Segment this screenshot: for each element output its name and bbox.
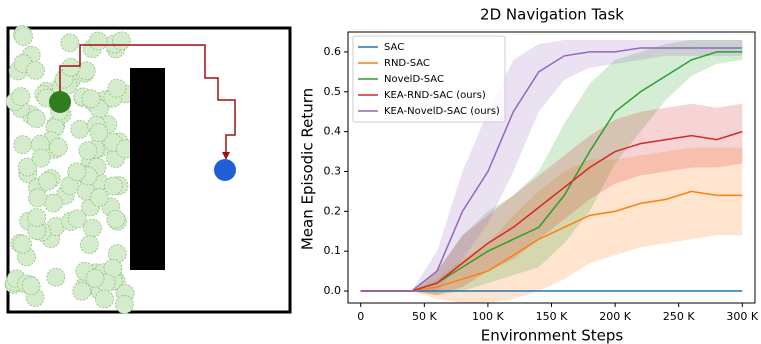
environment-objects	[49, 44, 236, 270]
obstacle	[13, 135, 33, 155]
obstacle	[88, 31, 108, 51]
obstacle	[114, 295, 134, 314]
obstacle	[21, 276, 41, 296]
y-tick-label: 0.2	[324, 204, 342, 217]
obstacle	[103, 176, 123, 196]
obstacle	[13, 234, 32, 254]
obstacle	[80, 235, 99, 255]
obstacle	[28, 188, 47, 208]
obstacle	[31, 148, 51, 168]
plot-frame	[347, 31, 756, 304]
obstacle	[49, 137, 68, 157]
y-tick-label: 0.3	[324, 164, 342, 177]
obstacle	[27, 208, 47, 227]
obstacle	[17, 157, 37, 177]
band	[360, 147, 743, 303]
obstacle	[83, 218, 102, 238]
obstacle	[85, 268, 105, 288]
obstacle	[26, 109, 46, 129]
x-tick-label: 300 K	[726, 310, 758, 323]
obstacle	[61, 57, 81, 77]
x-tick-label: 250 K	[663, 310, 695, 323]
x-tick-label: 0	[357, 310, 364, 323]
legend-box	[352, 35, 506, 123]
trajectory	[59, 44, 236, 158]
y-tick-label: 0.0	[324, 284, 342, 297]
obstacle	[89, 188, 109, 207]
obstacle	[67, 162, 87, 182]
wall	[130, 68, 165, 270]
band	[360, 103, 743, 296]
arrow-head	[222, 152, 230, 160]
legend-label: SAC	[384, 42, 404, 53]
y-tick-label: 0.6	[324, 45, 342, 58]
agent-start	[49, 91, 71, 113]
goal	[214, 159, 236, 181]
x-tick-label: 200 K	[599, 310, 631, 323]
obstacle	[43, 193, 63, 213]
series-line	[360, 130, 743, 292]
series-line	[360, 47, 743, 292]
obstacle	[70, 119, 90, 139]
obstacle	[46, 267, 66, 287]
x-axis-label: Environment Steps	[481, 327, 624, 344]
obstacle	[60, 33, 80, 53]
legend-label: KEA-NovelD-SAC (ours)	[384, 106, 500, 117]
obstacle	[26, 60, 45, 80]
obstacle	[78, 141, 98, 161]
y-tick-label: 0.4	[324, 125, 342, 138]
obstacle	[81, 89, 101, 109]
obstacle	[95, 289, 114, 309]
y-tick-label: 0.1	[324, 244, 342, 257]
y-tick-label: 0.5	[324, 85, 342, 98]
legend-label: NovelD-SAC	[384, 74, 444, 85]
band	[360, 39, 743, 296]
obstacle	[89, 123, 109, 142]
legend-label: KEA-RND-SAC (ours)	[384, 90, 486, 101]
x-tick-label: 150 K	[536, 310, 568, 323]
obstacle	[38, 171, 57, 191]
x-tick-label: 100 K	[472, 310, 504, 323]
x-tick-label: 50 K	[412, 310, 437, 323]
chart-title: 2D Navigation Task	[480, 6, 624, 24]
obstacle	[106, 209, 126, 229]
obstacle	[67, 209, 87, 229]
band	[360, 39, 743, 292]
y-axis-label: Mean Episodic Return	[299, 88, 317, 250]
legend-label: RND-SAC	[384, 58, 430, 69]
obstacle	[14, 27, 33, 46]
obstacle	[72, 281, 92, 301]
obstacle	[107, 78, 127, 98]
obstacle	[11, 87, 31, 106]
series-line	[360, 190, 743, 292]
obstacle	[111, 31, 131, 51]
